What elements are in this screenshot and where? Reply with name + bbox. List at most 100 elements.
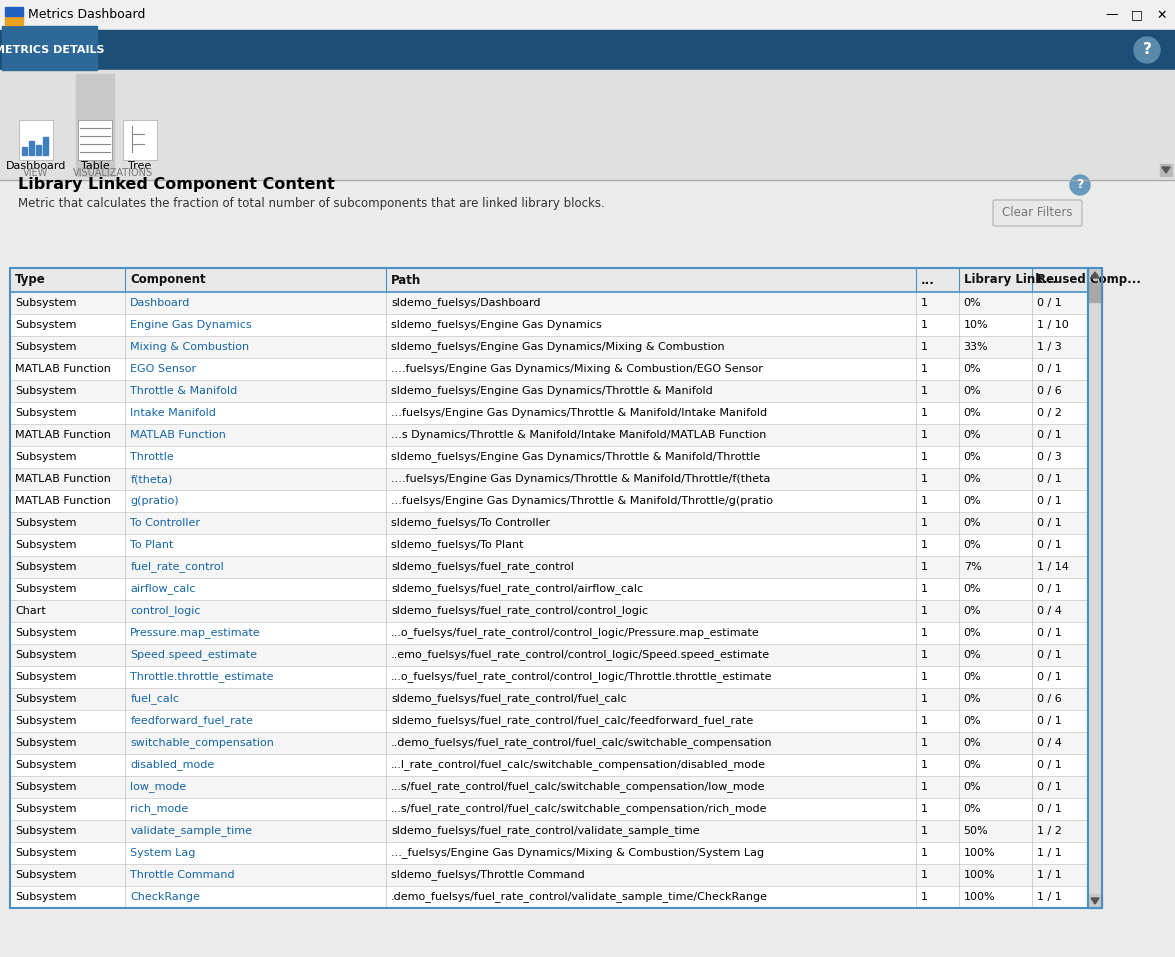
Text: sldemo_fuelsys/fuel_rate_control/fuel_calc: sldemo_fuelsys/fuel_rate_control/fuel_ca…	[391, 694, 626, 704]
Bar	[29, 141, 34, 155]
Text: Dashboard: Dashboard	[6, 161, 66, 171]
Text: 0 / 1: 0 / 1	[1038, 474, 1062, 484]
Text: ...fuelsys/Engine Gas Dynamics/Throttle & Manifold/Throttle/g(pratio: ...fuelsys/Engine Gas Dynamics/Throttle …	[391, 496, 773, 506]
Text: sldemo_fuelsys/To Controller: sldemo_fuelsys/To Controller	[391, 518, 550, 528]
Text: Table: Table	[81, 161, 109, 171]
Text: MATLAB Function: MATLAB Function	[15, 474, 110, 484]
Bar	[11, 776, 1088, 798]
Bar	[0, 30, 1175, 70]
Text: 0%: 0%	[963, 672, 981, 682]
Bar	[11, 710, 1088, 732]
Bar	[43, 137, 48, 155]
Bar	[0, 180, 1175, 957]
Bar	[1160, 164, 1171, 176]
Polygon shape	[1162, 167, 1170, 173]
Text: f(theta): f(theta)	[130, 474, 173, 484]
Text: sldemo_fuelsys/Throttle Command: sldemo_fuelsys/Throttle Command	[391, 870, 585, 880]
Bar	[5, 16, 14, 25]
Text: 1 / 3: 1 / 3	[1038, 342, 1062, 352]
Text: 0 / 1: 0 / 1	[1038, 496, 1062, 506]
Text: 1: 1	[920, 892, 927, 902]
Text: 1: 1	[920, 738, 927, 748]
Bar	[14, 7, 24, 16]
Text: Subsystem: Subsystem	[15, 320, 76, 330]
Text: 1: 1	[920, 584, 927, 594]
Text: 1 / 2: 1 / 2	[1038, 826, 1062, 836]
Text: ...s/fuel_rate_control/fuel_calc/switchable_compensation/rich_mode: ...s/fuel_rate_control/fuel_calc/switcha…	[391, 804, 767, 814]
Text: 0 / 1: 0 / 1	[1038, 518, 1062, 528]
Bar	[14, 16, 24, 25]
Text: 1: 1	[920, 870, 927, 880]
Text: Mixing & Combustion: Mixing & Combustion	[130, 342, 249, 352]
Text: low_mode: low_mode	[130, 782, 187, 792]
Text: 0%: 0%	[963, 716, 981, 726]
Text: Pressure.map_estimate: Pressure.map_estimate	[130, 628, 261, 638]
Text: switchable_compensation: switchable_compensation	[130, 738, 274, 748]
Text: Subsystem: Subsystem	[15, 694, 76, 704]
Text: Subsystem: Subsystem	[15, 562, 76, 572]
Text: MATLAB Function: MATLAB Function	[15, 364, 110, 374]
Text: 0 / 1: 0 / 1	[1038, 364, 1062, 374]
Text: Library Link...: Library Link...	[963, 274, 1056, 286]
Text: VISUALIZATIONS: VISUALIZATIONS	[73, 168, 153, 178]
Bar	[123, 120, 157, 160]
Text: Subsystem: Subsystem	[15, 804, 76, 814]
Bar	[11, 886, 1088, 908]
Bar	[11, 512, 1088, 534]
Text: VIEW: VIEW	[24, 168, 48, 178]
Bar	[1088, 268, 1102, 908]
Bar	[11, 490, 1088, 512]
Bar	[11, 402, 1088, 424]
Bar	[1088, 268, 1102, 908]
Text: 50%: 50%	[963, 826, 988, 836]
Text: 0 / 1: 0 / 1	[1038, 298, 1062, 308]
Text: 0%: 0%	[963, 540, 981, 550]
Text: ...s/fuel_rate_control/fuel_calc/switchable_compensation/low_mode: ...s/fuel_rate_control/fuel_calc/switcha…	[391, 782, 766, 792]
Text: ..._fuelsys/Engine Gas Dynamics/Mixing & Combustion/System Lag: ..._fuelsys/Engine Gas Dynamics/Mixing &…	[391, 848, 765, 858]
Text: ✕: ✕	[1156, 9, 1167, 21]
Text: sldemo_fuelsys/fuel_rate_control/airflow_calc: sldemo_fuelsys/fuel_rate_control/airflow…	[391, 584, 644, 594]
Text: ...: ...	[920, 274, 934, 286]
Bar	[11, 600, 1088, 622]
Text: ...l_rate_control/fuel_calc/switchable_compensation/disabled_mode: ...l_rate_control/fuel_calc/switchable_c…	[391, 760, 766, 770]
Text: MATLAB Function: MATLAB Function	[15, 496, 110, 506]
Text: 1 / 1: 1 / 1	[1038, 848, 1062, 858]
Text: 1: 1	[920, 386, 927, 396]
Text: ....fuelsys/Engine Gas Dynamics/Throttle & Manifold/Throttle/f(theta: ....fuelsys/Engine Gas Dynamics/Throttle…	[391, 474, 771, 484]
Bar	[11, 358, 1088, 380]
Bar	[11, 864, 1088, 886]
Text: 1: 1	[920, 672, 927, 682]
Text: 0 / 4: 0 / 4	[1038, 738, 1062, 748]
Bar	[2, 26, 98, 70]
Bar	[78, 120, 112, 160]
Text: 0%: 0%	[963, 364, 981, 374]
Text: Dashboard: Dashboard	[130, 298, 190, 308]
Text: Clear Filters: Clear Filters	[1002, 207, 1073, 219]
Text: EGO Sensor: EGO Sensor	[130, 364, 196, 374]
Bar	[11, 268, 1088, 292]
Bar	[5, 7, 14, 16]
Bar	[11, 292, 1088, 314]
Text: ?: ?	[1076, 179, 1083, 191]
Text: Subsystem: Subsystem	[15, 738, 76, 748]
Text: 0%: 0%	[963, 738, 981, 748]
Bar	[11, 268, 1088, 908]
Text: 1 / 1: 1 / 1	[1038, 892, 1062, 902]
Text: Subsystem: Subsystem	[15, 518, 76, 528]
Text: Subsystem: Subsystem	[15, 672, 76, 682]
Text: 0 / 1: 0 / 1	[1038, 716, 1062, 726]
Text: ..demo_fuelsys/fuel_rate_control/fuel_calc/switchable_compensation: ..demo_fuelsys/fuel_rate_control/fuel_ca…	[391, 738, 773, 748]
Text: Subsystem: Subsystem	[15, 826, 76, 836]
Text: 1: 1	[920, 628, 927, 638]
Bar	[11, 314, 1088, 336]
Text: ...s Dynamics/Throttle & Manifold/Intake Manifold/MATLAB Function: ...s Dynamics/Throttle & Manifold/Intake…	[391, 430, 766, 440]
Bar	[11, 644, 1088, 666]
Bar	[5, 7, 24, 25]
Text: To Controller: To Controller	[130, 518, 201, 528]
Bar	[11, 336, 1088, 358]
Text: 1: 1	[920, 430, 927, 440]
Text: Subsystem: Subsystem	[15, 848, 76, 858]
Text: 0 / 1: 0 / 1	[1038, 584, 1062, 594]
Text: 0%: 0%	[963, 518, 981, 528]
Text: sldemo_fuelsys/fuel_rate_control/fuel_calc/feedforward_fuel_rate: sldemo_fuelsys/fuel_rate_control/fuel_ca…	[391, 716, 753, 726]
